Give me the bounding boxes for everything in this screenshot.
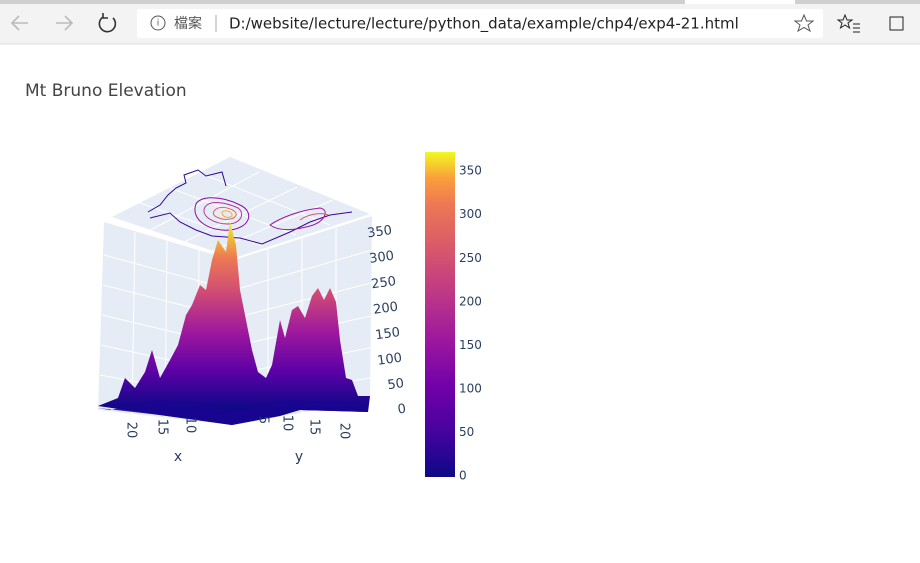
info-icon-glyph: i [157, 19, 160, 29]
y-tick-label: 5 [256, 416, 271, 424]
favorites-icon[interactable] [836, 13, 860, 33]
colorbar-tick-label: 100 [459, 381, 482, 395]
z-tick-label: 250 [370, 274, 397, 292]
info-icon[interactable] [150, 15, 166, 31]
x-tick-label: 10 [183, 417, 198, 434]
surface-base [98, 400, 368, 425]
z-tick-label: 150 [374, 325, 401, 343]
z-tick-label: 350 [366, 223, 393, 241]
x-axis-label: x [174, 449, 182, 465]
grid-lines-top [139, 171, 334, 253]
file-label: 檔案 [174, 15, 202, 32]
refresh-button[interactable] [98, 13, 117, 33]
z-tick-label: 300 [368, 249, 395, 267]
colorbar-tick-label: 0 [459, 469, 467, 483]
y-tick-label: 10 [280, 415, 295, 432]
surface-body [98, 222, 370, 425]
tab-strip [0, 0, 920, 4]
colorbar-tick-label: 350 [459, 164, 482, 178]
top-wall [112, 157, 370, 258]
z-tick-label: 100 [376, 351, 403, 369]
tab[interactable] [685, 0, 795, 4]
colorbar-tick-label: 50 [459, 425, 474, 439]
z-tick-label: 0 [397, 402, 407, 418]
plot-title: Mt Bruno Elevation [25, 81, 187, 101]
x-tick-label: 20 [124, 422, 139, 439]
colorbar-tick-label: 150 [459, 338, 482, 352]
back-button[interactable] [10, 15, 28, 31]
surface [98, 222, 370, 425]
forward-button[interactable] [56, 15, 74, 31]
colorbar [425, 152, 455, 477]
url[interactable]: D:/website/lecture/lecture/python_data/e… [229, 15, 739, 34]
collections-icon[interactable] [889, 16, 904, 31]
colorbar-tick-label: 300 [459, 207, 482, 221]
x-tick-label: 15 [155, 419, 170, 436]
colorbar-tick-label: 250 [459, 251, 482, 265]
address-bar[interactable] [137, 9, 823, 38]
scene [98, 157, 373, 425]
z-tick-label: 200 [372, 300, 399, 318]
favorite-icon[interactable] [793, 13, 815, 33]
y-tick-label: 15 [307, 419, 322, 436]
z-tick-label: 50 [387, 376, 405, 393]
y-tick-label: 20 [337, 423, 352, 440]
y-axis-label: y [295, 449, 303, 465]
colorbar-tick-label: 200 [459, 294, 482, 308]
contours [147, 169, 353, 245]
